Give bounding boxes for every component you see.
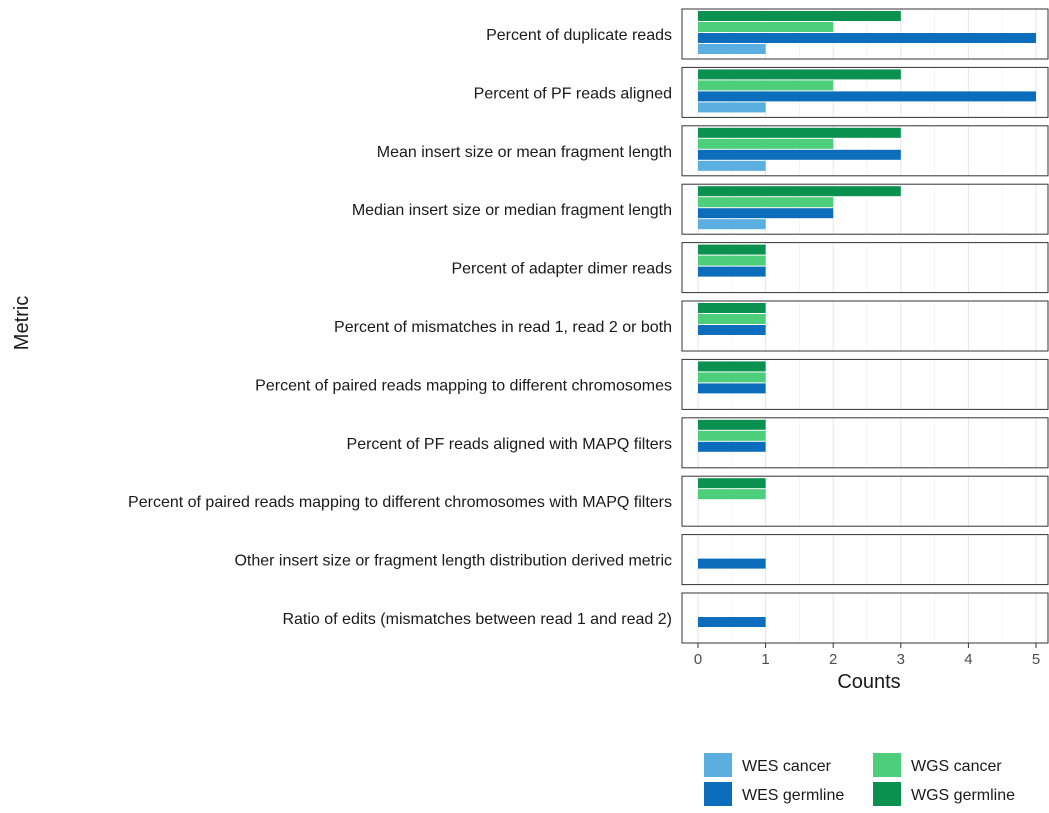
y-tick-label: Percent of adapter dimer reads xyxy=(451,261,672,278)
panel-border xyxy=(681,125,1049,177)
y-tick-label: Percent of duplicate reads xyxy=(486,27,672,44)
x-tick-label: 3 xyxy=(897,651,905,668)
bar xyxy=(698,478,766,489)
bar xyxy=(698,102,766,113)
bar xyxy=(698,11,901,21)
panel-border xyxy=(681,183,1049,235)
bar xyxy=(698,266,766,277)
bar xyxy=(698,303,766,313)
bar xyxy=(698,244,766,255)
bar xyxy=(698,361,766,372)
legend-swatch xyxy=(873,753,901,777)
x-tick-label: 0 xyxy=(694,651,702,668)
legend-label: WGS cancer xyxy=(911,758,1002,775)
bar xyxy=(698,430,766,441)
bar xyxy=(698,33,1036,43)
y-tick-label: Percent of paired reads mapping to diffe… xyxy=(255,377,672,394)
bar xyxy=(698,558,766,569)
bar xyxy=(698,91,1036,102)
bar xyxy=(698,186,901,197)
bar xyxy=(698,441,766,452)
y-tick-label: Other insert size or fragment length dis… xyxy=(234,553,672,570)
bar xyxy=(698,325,766,335)
panel-border xyxy=(681,358,1049,410)
y-tick-label: Percent of PF reads aligned xyxy=(474,85,672,102)
y-tick-label: Mean insert size or mean fragment length xyxy=(377,144,672,161)
legend-swatch xyxy=(704,782,732,806)
y-tick-label: Percent of PF reads aligned with MAPQ fi… xyxy=(347,436,672,453)
bar xyxy=(698,80,834,91)
bar xyxy=(698,314,766,324)
x-tick-label: 5 xyxy=(1032,651,1040,668)
bar xyxy=(698,208,834,219)
bar xyxy=(698,617,766,627)
bar xyxy=(698,22,834,32)
x-axis-title: Counts xyxy=(837,671,900,693)
panel-border xyxy=(681,242,1049,294)
panel-border xyxy=(681,534,1049,586)
bar xyxy=(698,160,766,171)
x-tick-label: 2 xyxy=(829,651,837,668)
bar xyxy=(698,372,766,383)
bar xyxy=(698,197,834,208)
legend-label: WES germline xyxy=(742,787,844,804)
x-tick-label: 1 xyxy=(761,651,769,668)
y-tick-label: Percent of mismatches in read 1, read 2 … xyxy=(334,319,672,336)
y-tick-label: Percent of paired reads mapping to diffe… xyxy=(128,494,672,511)
y-tick-label: Median insert size or median fragment le… xyxy=(352,202,672,219)
bar xyxy=(698,219,766,230)
bar xyxy=(698,419,766,430)
legend-label: WGS germline xyxy=(911,787,1015,804)
bar xyxy=(698,44,766,54)
legend-label: WES cancer xyxy=(742,758,832,775)
bar xyxy=(698,489,766,500)
panel-border xyxy=(681,592,1049,644)
bar xyxy=(698,383,766,394)
y-tick-label: Ratio of edits (mismatches between read … xyxy=(282,611,672,628)
bar xyxy=(698,149,901,160)
bar xyxy=(698,127,901,138)
legend-swatch xyxy=(873,782,901,806)
panel-border xyxy=(681,8,1049,60)
panel-border xyxy=(681,475,1049,527)
panel-border xyxy=(681,300,1049,352)
bar xyxy=(698,69,901,80)
y-axis-title: Metric xyxy=(11,296,33,350)
bar xyxy=(698,255,766,266)
legend-swatch xyxy=(704,753,732,777)
panel-border xyxy=(681,417,1049,469)
bar xyxy=(698,138,834,149)
x-tick-label: 4 xyxy=(964,651,972,668)
panel-border xyxy=(681,66,1049,118)
